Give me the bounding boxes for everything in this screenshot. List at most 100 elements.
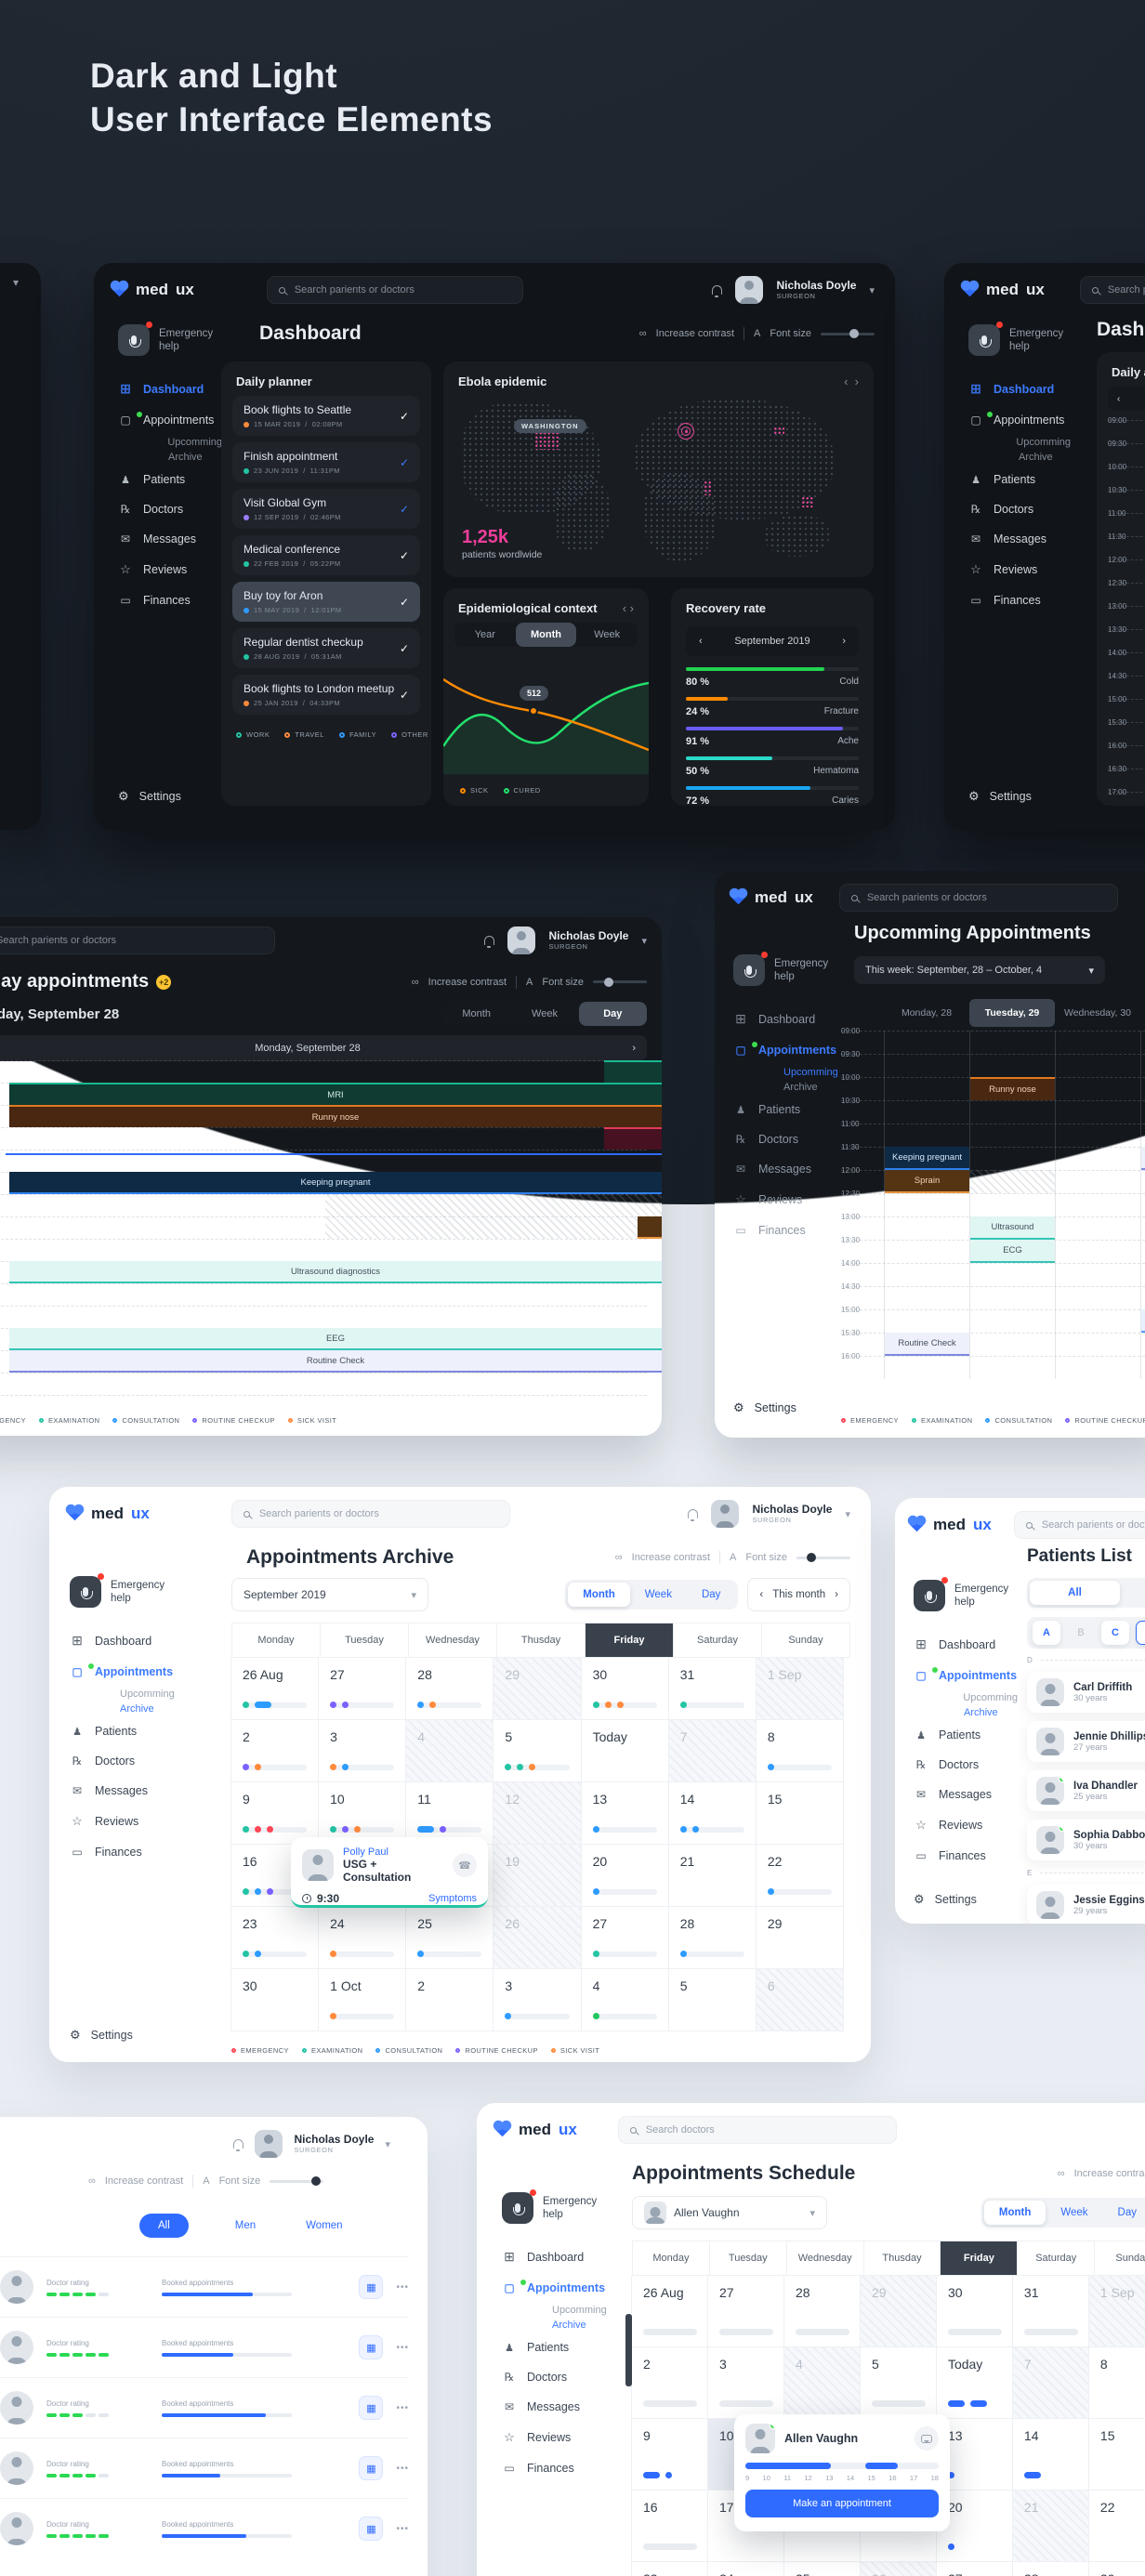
sidebar-item[interactable]: Doctors: [70, 1746, 209, 1776]
calendar-day-cell[interactable]: 23: [230, 1906, 320, 1969]
sidebar-item[interactable]: Appointments: [968, 405, 1071, 435]
font-size-slider[interactable]: [270, 2176, 324, 2186]
sidebar-item[interactable]: Archive: [783, 1082, 818, 1093]
sidebar-item[interactable]: Doctors: [502, 2362, 613, 2392]
sidebar-item-settings[interactable]: ⚙ Settings: [70, 2028, 133, 2042]
check-icon[interactable]: ✓: [399, 455, 409, 469]
sidebar-item[interactable]: Doctors: [968, 494, 1071, 524]
more-button[interactable]: •••: [396, 2463, 409, 2474]
appointment-mark[interactable]: [616, 1702, 624, 1708]
appointment-event[interactable]: Keeping pregnant: [9, 1172, 662, 1194]
calendar-day-cell[interactable]: 31: [667, 1657, 757, 1720]
day-column-header-active[interactable]: Tuesday, 29: [969, 999, 1055, 1027]
sidebar-item[interactable]: Appointments: [70, 1657, 209, 1687]
appointment-mark[interactable]: [255, 1826, 261, 1833]
medux-logo[interactable]: med ux: [962, 281, 1045, 299]
calendar-day-cell[interactable]: 22: [1087, 2490, 1145, 2562]
patient-row[interactable]: Jessie Eggins 29 years: [1027, 1885, 1145, 1924]
appointment-mark[interactable]: [718, 2400, 773, 2407]
more-button[interactable]: •••: [396, 2342, 409, 2353]
tab-day[interactable]: Day: [578, 1002, 647, 1026]
calendar-day-cell[interactable]: 31: [1011, 2275, 1089, 2347]
calendar-button[interactable]: ▦: [359, 2517, 384, 2541]
calendar-day-cell[interactable]: 7: [667, 1719, 757, 1782]
appointment-event[interactable]: First visit: [1141, 1309, 1145, 1333]
tab-month[interactable]: Month: [983, 2201, 1046, 2225]
appointment-event[interactable]: MRI: [9, 1083, 662, 1105]
patient-row[interactable]: Iva Dhandler 25 years: [1027, 1770, 1145, 1811]
search-input[interactable]: [257, 1507, 498, 1520]
patient-row[interactable]: Jennie Dhillips 27 years: [1027, 1721, 1145, 1762]
tab-women[interactable]: Women: [306, 2220, 343, 2231]
calendar-day-cell[interactable]: 29: [859, 2275, 937, 2347]
chevron-right-icon[interactable]: ›: [842, 636, 846, 647]
appointment-event[interactable]: ECG: [970, 1240, 1055, 1263]
sidebar-item[interactable]: Dashboard: [914, 1628, 1018, 1661]
sidebar-item[interactable]: Archive: [1019, 452, 1053, 463]
appointment-mark[interactable]: [417, 1702, 425, 1708]
patient-name-link[interactable]: Polly Paul: [343, 1847, 388, 1858]
appointment-mark[interactable]: [643, 2472, 660, 2478]
appointment-mark[interactable]: [417, 1826, 435, 1833]
weekday-header[interactable]: Tuesday: [320, 1623, 408, 1658]
appointment-mark[interactable]: [1023, 2472, 1041, 2478]
medux-logo[interactable]: med ux: [112, 281, 194, 299]
weekday-header[interactable]: Wednesday: [408, 1623, 496, 1658]
chevron-left-icon[interactable]: ‹: [699, 636, 703, 647]
chevron-down-icon[interactable]: ▾: [845, 1508, 850, 1520]
calendar-day-cell[interactable]: 3: [706, 2346, 784, 2419]
tab-all[interactable]: All: [1030, 1581, 1120, 1605]
sidebar-item[interactable]: Messages: [118, 524, 222, 554]
appointment-event[interactable]: Ultrasound: [970, 1216, 1055, 1240]
sidebar-item[interactable]: Reviews: [502, 2422, 613, 2453]
calendar-day-cell[interactable]: 24: [706, 2561, 784, 2576]
appointment-mark[interactable]: [665, 2472, 672, 2478]
appointment-mark[interactable]: [330, 1764, 337, 1770]
appointment-mark[interactable]: [767, 1888, 774, 1895]
appointment-mark[interactable]: [529, 1764, 536, 1770]
increase-contrast-button[interactable]: Increase contrast: [655, 328, 735, 339]
sidebar-item[interactable]: Archive: [120, 1703, 154, 1715]
sidebar-item[interactable]: Archive: [168, 452, 203, 463]
calendar-day-cell[interactable]: 14: [1011, 2418, 1089, 2491]
appointment-event[interactable]: [638, 1216, 662, 1239]
tab-men[interactable]: Men: [234, 2220, 257, 2231]
chevron-down-icon[interactable]: ▾: [869, 284, 875, 296]
week-selector[interactable]: This week: September, 28 – October, 4 ▾: [854, 956, 1105, 984]
slider-knob[interactable]: [310, 2176, 321, 2186]
appointment-mark[interactable]: [255, 1951, 261, 1957]
chevron-down-icon[interactable]: ▾: [385, 2138, 390, 2150]
calendar-day-cell[interactable]: 4: [580, 1968, 669, 2031]
calendar-day-cell[interactable]: 30: [230, 1968, 320, 2031]
medux-logo[interactable]: med ux: [494, 2121, 577, 2139]
increase-contrast-button[interactable]: Increase contrast: [104, 2175, 184, 2187]
appointment-mark[interactable]: [691, 1826, 699, 1833]
appointment-mark[interactable]: [417, 1951, 425, 1957]
appointment-event[interactable]: Routine Check: [885, 1333, 969, 1356]
planner-task[interactable]: Regular dentist checkup 28 AUG 2019/05:3…: [232, 628, 420, 668]
calendar-day-cell[interactable]: 2: [230, 1719, 320, 1782]
calendar-day-cell[interactable]: 3: [493, 1968, 582, 2031]
calendar-day-cell[interactable]: 2: [405, 1968, 494, 2031]
sidebar-item[interactable]: Archive: [552, 2320, 586, 2331]
appointment-mark[interactable]: [330, 1951, 337, 1957]
emergency-help[interactable]: Emergency help: [968, 322, 1071, 356]
tab-month[interactable]: Month: [515, 623, 577, 647]
calendar-day-cell[interactable]: 1 Sep: [755, 1657, 844, 1720]
weekday-header[interactable]: Saturday: [1017, 2241, 1095, 2276]
calendar-day-cell[interactable]: 10: [318, 1781, 407, 1845]
letter-filter-item[interactable]: B: [1077, 1627, 1085, 1638]
appointment-mark[interactable]: [592, 1951, 599, 1957]
month-selector[interactable]: September 2019 ▾: [231, 1578, 428, 1611]
slider-knob[interactable]: [604, 977, 614, 987]
sidebar-item[interactable]: Messages: [733, 1154, 843, 1184]
appointment-mark[interactable]: [947, 2543, 954, 2550]
planner-task[interactable]: Book flights to London meetup 25 JAN 201…: [232, 675, 420, 715]
appointment-mark[interactable]: [243, 1764, 249, 1770]
weekday-header[interactable]: Thusday: [496, 1623, 585, 1658]
appointment-mark[interactable]: [1023, 2329, 1078, 2335]
calendar-day-cell[interactable]: 29: [1087, 2561, 1145, 2576]
range-nav[interactable]: ‹ This month ›: [747, 1578, 850, 1611]
appointment-mark[interactable]: [505, 2013, 512, 2019]
message-icon[interactable]: [915, 2426, 939, 2451]
